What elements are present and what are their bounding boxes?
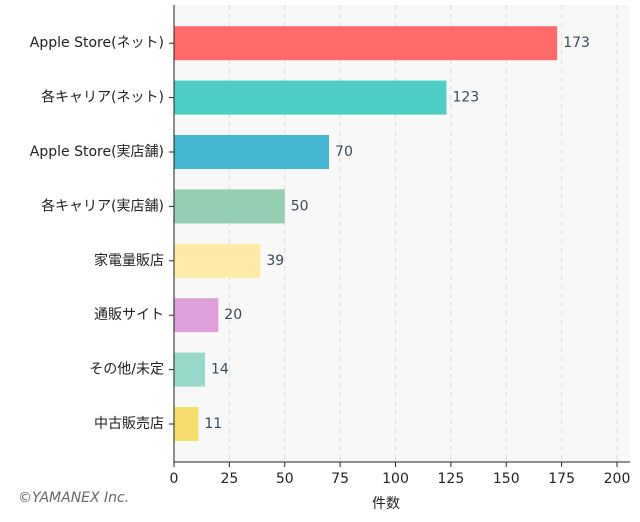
- x-tick-label: 0: [170, 471, 179, 487]
- x-tick-label: 50: [276, 471, 294, 487]
- data-label: 39: [266, 253, 284, 269]
- data-label: 14: [211, 362, 229, 378]
- bar: [174, 407, 199, 441]
- data-label: 70: [335, 144, 353, 160]
- x-tick-label: 100: [382, 471, 409, 487]
- data-label: 123: [452, 90, 479, 106]
- data-label: 20: [224, 307, 242, 323]
- y-tick-label: 各キャリア(実店舗): [41, 198, 164, 214]
- x-tick-label: 200: [604, 471, 631, 487]
- bar: [174, 80, 447, 115]
- data-label: 11: [204, 416, 222, 432]
- x-axis-label: 件数: [372, 496, 400, 512]
- y-tick-label: 家電量販店: [94, 252, 164, 269]
- data-label: 50: [291, 198, 309, 214]
- x-tick-label: 150: [493, 471, 520, 487]
- x-tick-label: 125: [438, 471, 465, 487]
- y-tick-label: 各キャリア(ネット): [41, 90, 164, 106]
- x-tick-label: 75: [331, 471, 349, 487]
- bar: [174, 243, 261, 278]
- bar: [174, 26, 558, 61]
- y-tick-label: その他/未定: [89, 362, 164, 378]
- bar: [174, 135, 330, 169]
- watermark: ©YAMANEX Inc.: [18, 490, 129, 506]
- bar: [174, 352, 206, 387]
- y-tick-label: Apple Store(実店舗): [30, 144, 164, 160]
- y-tick-label: Apple Store(ネット): [30, 35, 164, 51]
- bar: [174, 298, 219, 333]
- y-tick-label: 通販サイト: [94, 307, 164, 323]
- y-tick-label: 中古販売店: [94, 416, 164, 432]
- data-label: 173: [563, 35, 590, 51]
- x-tick-label: 175: [548, 471, 575, 487]
- x-tick-label: 25: [220, 471, 238, 487]
- bar: [174, 189, 285, 224]
